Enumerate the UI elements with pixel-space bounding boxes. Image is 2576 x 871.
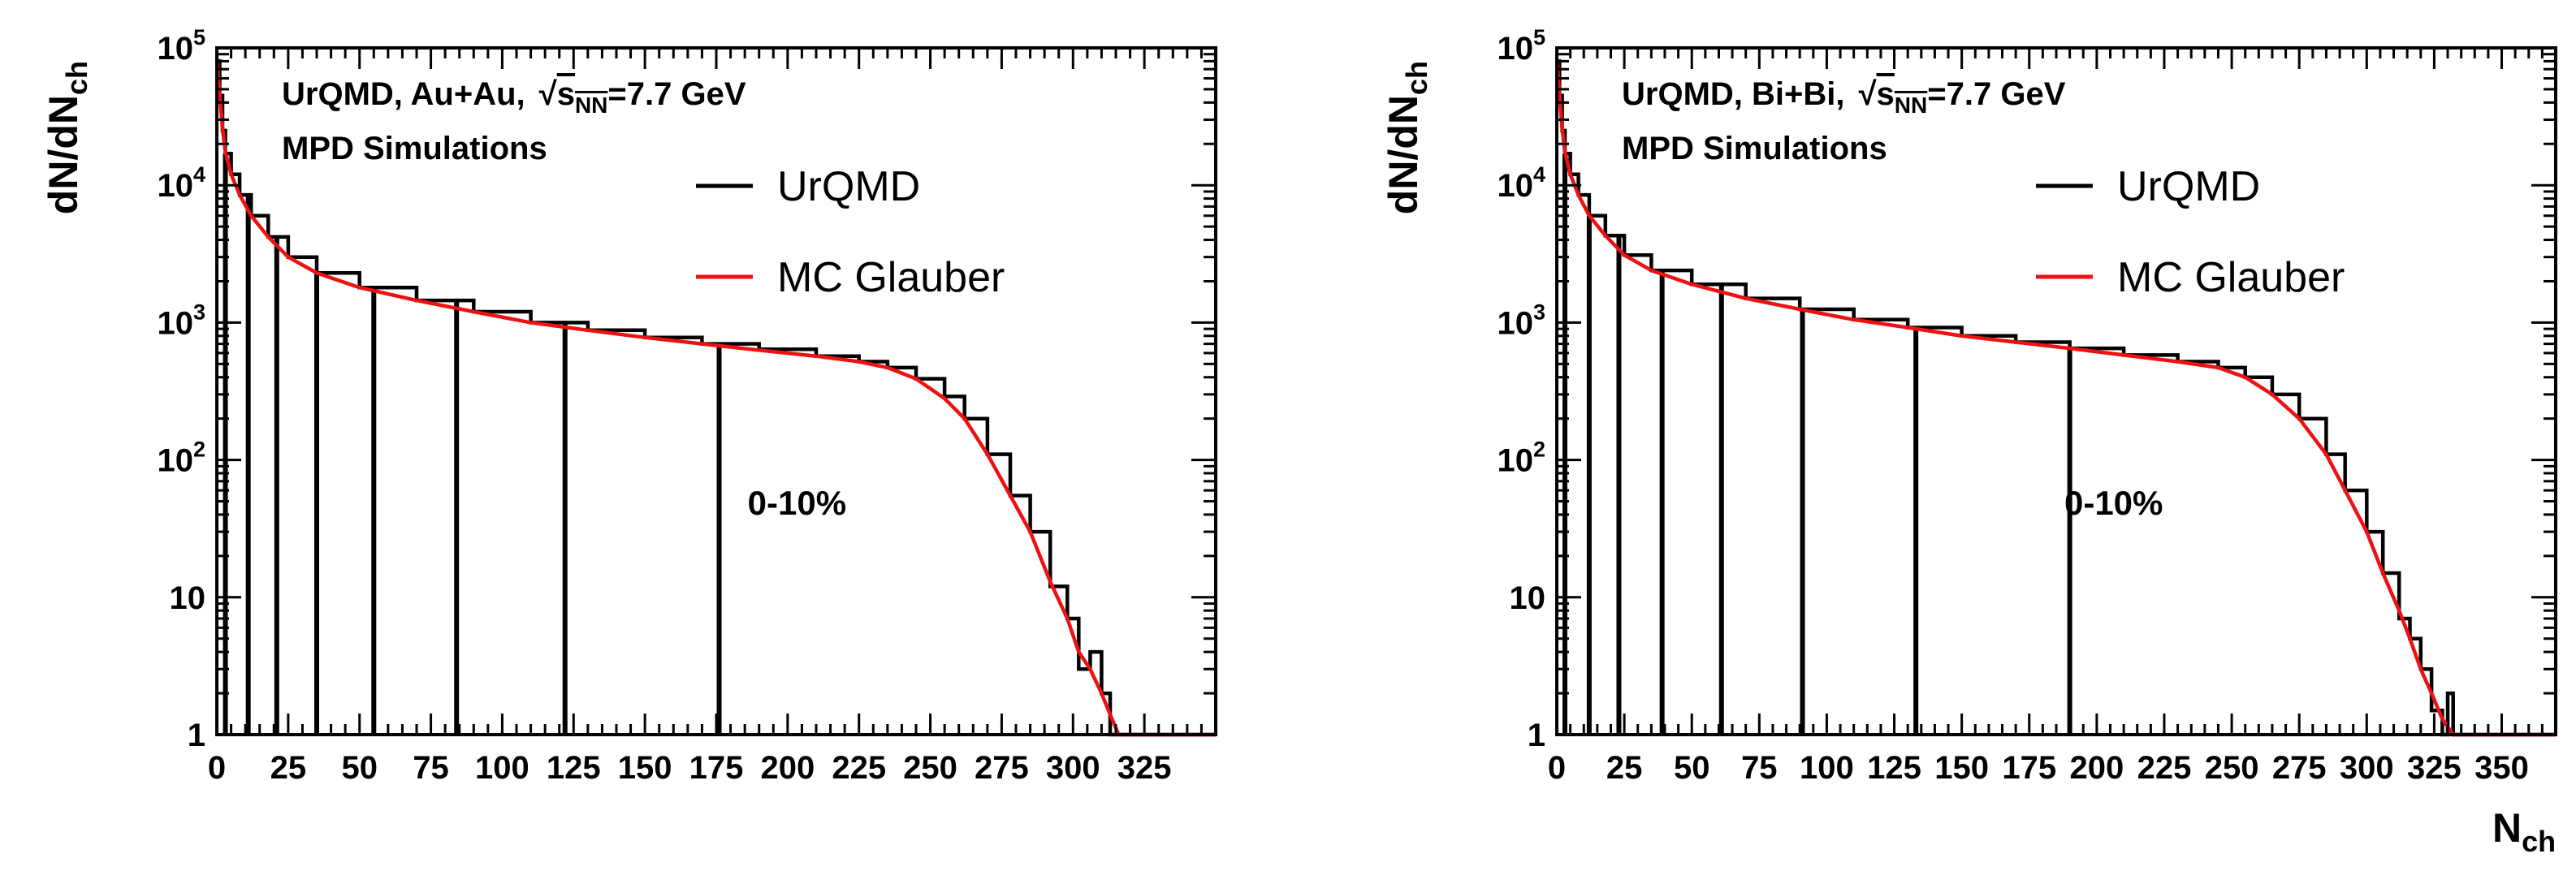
chart-title: UrQMD, Bi+Bi, √sNN=7.7 GeV (1622, 76, 2066, 118)
mc-glauber-curve (214, 57, 1216, 737)
x-tick-label: 175 (2002, 750, 2056, 786)
energy-subscript: NN (575, 93, 607, 118)
x-tick-label: 250 (903, 750, 957, 786)
y-tick-exponent: 5 (193, 25, 205, 50)
y-tick-base: 10 (1497, 168, 1533, 204)
y-tick-label: 103 (157, 300, 205, 341)
y-tick-exponent: 2 (193, 438, 205, 462)
chart-title: UrQMD, Au+Au, √sNN=7.7 GeV (282, 76, 746, 118)
legend: UrQMD MC Glauber (2036, 163, 2345, 301)
y-axis-label: dN/dNch (1381, 61, 1433, 214)
x-tick-label: 125 (1867, 750, 1921, 786)
legend-label: UrQMD (777, 163, 920, 210)
x-tick-label: 250 (2205, 750, 2259, 786)
legend-label: UrQMD (2117, 163, 2260, 210)
y-tick-label: 10 (170, 580, 206, 616)
x-axis-label: Nch (2492, 805, 2556, 858)
x-tick-label: 225 (2137, 750, 2192, 786)
x-tick-label: 325 (2407, 750, 2461, 786)
x-tick-label: 75 (413, 750, 449, 786)
y-tick-exponent: 4 (1533, 162, 1545, 187)
y-tick-exponent: 3 (1533, 300, 1545, 324)
y-axis-label: dN/dNch (41, 61, 93, 214)
y-tick-label: 10 (1510, 580, 1546, 616)
energy-variable: s (557, 76, 575, 112)
x-tick-label: 275 (975, 750, 1029, 786)
x-tick-label: 150 (1934, 750, 1989, 786)
x-tick-label: 200 (2069, 750, 2124, 786)
panel-au-au: 0 25 50 75 100 125 150 175 200 225 250 275 300 325110… (41, 25, 1217, 786)
x-tick-label: 300 (1046, 750, 1100, 786)
y-tick-base: 10 (157, 443, 193, 479)
x-tick-label: 25 (1606, 750, 1643, 786)
y-tick-exponent: 5 (1533, 25, 1545, 50)
x-tick-label: 350 (2474, 750, 2529, 786)
chart-subtitle: MPD Simulations (282, 131, 547, 166)
chart-subtitle: MPD Simulations (1622, 131, 1887, 166)
x-tick-label: 50 (341, 750, 378, 786)
x-tick-label: 75 (1741, 750, 1778, 786)
y-tick-base: 10 (1497, 305, 1533, 341)
urqmd-histogram (1557, 59, 2556, 737)
y-tick-label: 1 (1528, 718, 1545, 753)
y-axis-label-sub: ch (60, 61, 93, 95)
x-tick-label: 0 (1548, 750, 1566, 786)
urqmd-histogram (217, 59, 1216, 737)
y-tick-label: 1 (188, 718, 205, 753)
y-tick-exponent: 2 (1533, 438, 1545, 462)
centrality-annotation: 0-10% (2064, 484, 2163, 522)
x-tick-label: 100 (475, 750, 529, 786)
y-tick-base: 10 (1497, 443, 1533, 479)
x-tick-label: 150 (618, 750, 672, 786)
x-tick-label: 325 (1117, 750, 1172, 786)
x-tick-label: 50 (1674, 750, 1710, 786)
x-tick-label: 175 (689, 750, 744, 786)
y-tick-base: 10 (1497, 31, 1533, 67)
y-axis-label-sub: ch (1400, 61, 1433, 95)
energy-subscript: NN (1895, 93, 1927, 118)
x-tick-label: 300 (2340, 750, 2394, 786)
x-tick-label: 275 (2272, 750, 2327, 786)
y-tick-exponent: 4 (193, 162, 205, 187)
energy-variable: s (1877, 76, 1895, 112)
panel-bi-bi: 0 25 50 75 100 125 150 175 200 225 250 275 300 325 350… (1381, 25, 2557, 858)
y-tick-label: 102 (1497, 438, 1545, 479)
y-tick-label: 103 (1497, 300, 1545, 341)
title-prefix: UrQMD, Au+Au, (282, 76, 534, 112)
sqrt-symbol: √ (539, 76, 558, 112)
x-tick-label: 200 (760, 750, 815, 786)
sqrt-symbol: √ (1859, 76, 1878, 112)
x-tick-label: 0 (208, 750, 226, 786)
legend: UrQMD MC Glauber (696, 163, 1005, 301)
y-tick-base: 10 (157, 31, 193, 67)
x-tick-label: 25 (270, 750, 307, 786)
y-tick-label: 104 (1497, 162, 1545, 204)
title-prefix: UrQMD, Bi+Bi, (1622, 76, 1854, 112)
legend-label: MC Glauber (2117, 254, 2345, 301)
x-axis-label-main: N (2492, 805, 2522, 851)
y-tick-base: 10 (157, 305, 193, 341)
x-tick-label: 225 (832, 750, 886, 786)
y-axis-label-main: dN/dN (1381, 95, 1426, 214)
x-tick-label: 100 (1800, 750, 1854, 786)
y-tick-label: 104 (157, 162, 205, 204)
x-axis-label-sub: ch (2522, 825, 2556, 858)
y-tick-label: 105 (1497, 25, 1545, 67)
mc-glauber-curve (1554, 57, 2556, 737)
energy-value: =7.7 GeV (1927, 76, 2065, 112)
energy-value: =7.7 GeV (607, 76, 746, 112)
legend-label: MC Glauber (777, 254, 1005, 301)
y-axis-label-main: dN/dN (41, 95, 86, 214)
centrality-annotation: 0-10% (748, 484, 846, 522)
y-tick-exponent: 3 (193, 300, 205, 324)
plot-area (1554, 57, 2556, 737)
y-tick-label: 102 (157, 438, 205, 479)
x-tick-label: 125 (547, 750, 601, 786)
y-tick-label: 105 (157, 25, 205, 67)
y-tick-base: 10 (157, 168, 193, 204)
